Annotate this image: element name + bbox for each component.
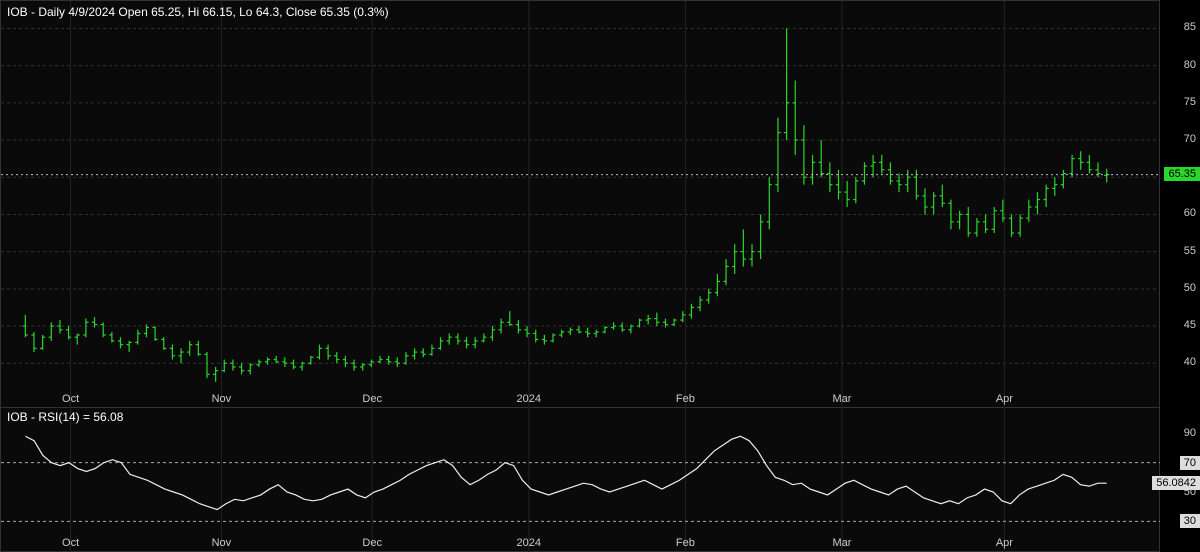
price-y-axis: 4045505560657075808565.35 [1160,0,1200,408]
x-axis-label: 2024 [517,537,541,549]
chart-container: IOB - Daily 4/9/2024 Open 65.25, Hi 66.1… [0,0,1200,552]
price-chart-svg [1,1,1161,409]
price-y-label: 75 [1184,96,1196,108]
price-y-label: 70 [1184,133,1196,145]
rsi-title: IOB - RSI(14) = 56.08 [7,410,123,424]
x-axis-label: Dec [362,393,382,405]
rsi-band-tag: 30 [1180,514,1200,528]
x-axis-label: Feb [676,537,695,549]
x-axis-label: Dec [362,537,382,549]
x-axis-label: Apr [996,537,1013,549]
price-y-label: 45 [1184,319,1196,331]
rsi-panel[interactable]: IOB - RSI(14) = 56.08 Oct Nov Dec 2024 Feb Ma… [0,408,1160,552]
price-y-label: 85 [1184,21,1196,33]
x-axis-label: Feb [676,393,695,405]
x-axis-label: Nov [212,537,232,549]
price-y-label: 50 [1184,282,1196,294]
price-y-label: 80 [1184,59,1196,71]
x-axis-label: Apr [996,393,1013,405]
rsi-y-label: 90 [1184,427,1196,439]
price-y-label: 40 [1184,356,1196,368]
price-y-label: 60 [1184,207,1196,219]
x-axis-label: Nov [212,393,232,405]
rsi-chart-svg [1,408,1161,552]
x-axis-label: Mar [833,537,852,549]
price-panel[interactable]: IOB - Daily 4/9/2024 Open 65.25, Hi 66.1… [0,0,1160,408]
rsi-y-axis: 30507090703056.0842 [1160,408,1200,552]
price-title: IOB - Daily 4/9/2024 Open 65.25, Hi 66.1… [7,5,389,19]
x-axis-label: Oct [62,537,79,549]
rsi-band-tag: 70 [1180,456,1200,470]
price-y-label: 55 [1184,245,1196,257]
x-axis-label: Oct [62,393,79,405]
rsi-value-tag: 56.0842 [1152,476,1200,490]
close-price-tag: 65.35 [1164,167,1200,181]
x-axis-label: Mar [833,393,852,405]
x-axis-label: 2024 [517,393,541,405]
